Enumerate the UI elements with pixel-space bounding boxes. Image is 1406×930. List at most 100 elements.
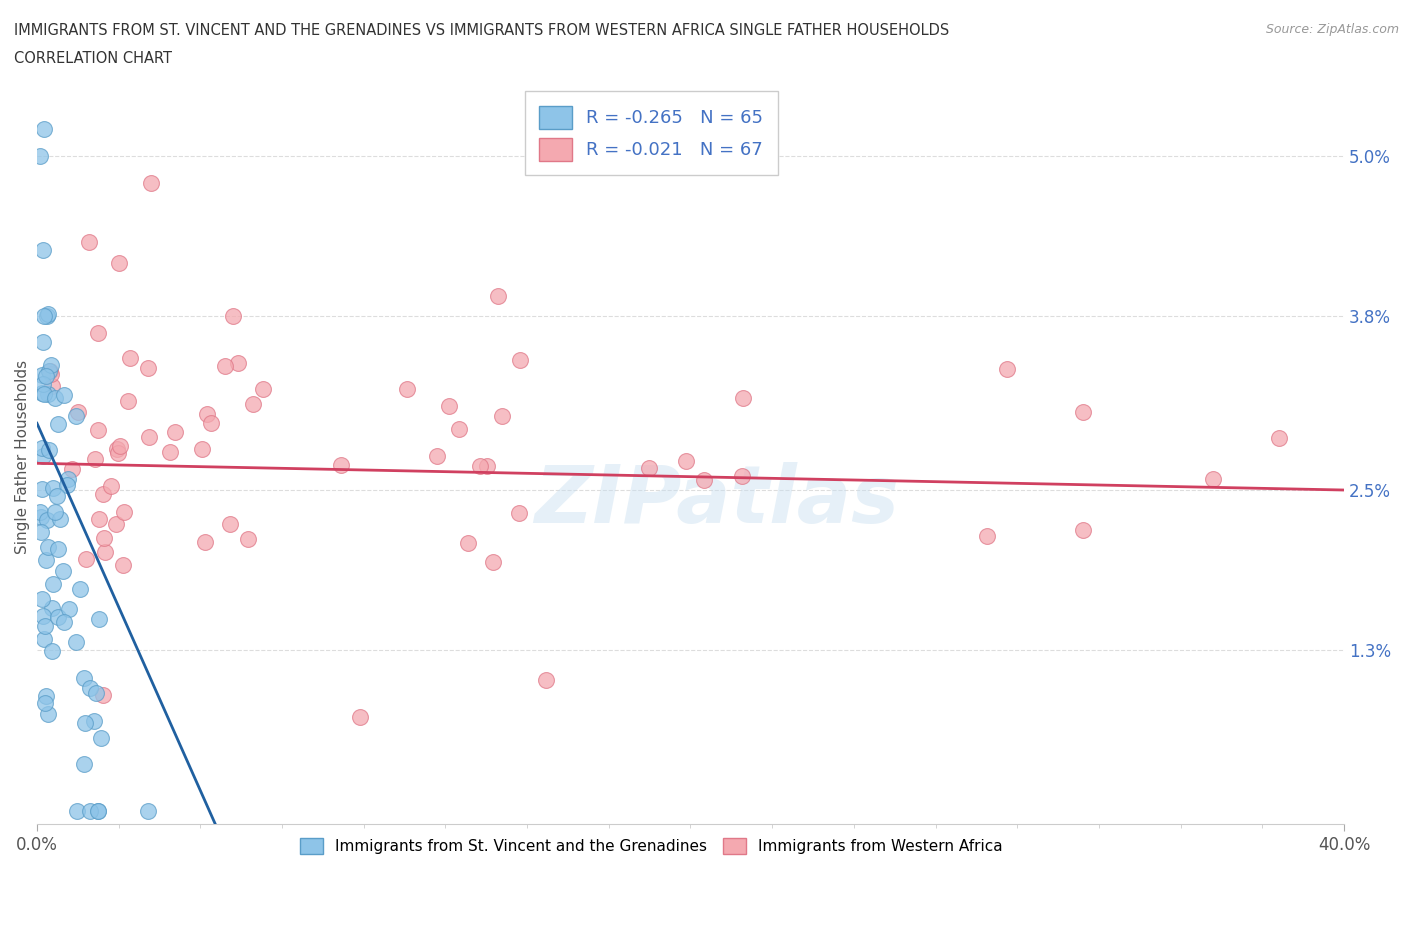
Point [30, 149, 52, 164]
Text: CORRELATION CHART: CORRELATION CHART [14, 51, 172, 66]
Point [58, 601, 80, 616]
Point [190, 442, 212, 457]
Point [105, 442, 128, 457]
Point [200, 416, 222, 431]
Point [117, 394, 139, 409]
Point [87, 804, 110, 818]
Point [72, 671, 94, 685]
Point [32, 309, 55, 324]
Point [31, 448, 53, 463]
Point [222, 309, 245, 324]
Point [35, 512, 58, 527]
Point [32, 242, 55, 257]
Point [31, 441, 53, 456]
Point [79, 235, 101, 250]
Point [437, 399, 460, 414]
Point [481, 555, 503, 570]
Point [534, 673, 557, 688]
Point [42, 577, 65, 591]
Point [136, 360, 159, 375]
Point [49, 512, 72, 526]
Point [67, 405, 90, 419]
Point [41, 644, 63, 658]
Point [37, 306, 59, 321]
Point [508, 505, 530, 520]
Point [30, 504, 52, 519]
Point [108, 439, 131, 454]
Point [93, 544, 115, 559]
Point [1071, 405, 1094, 419]
Point [39, 364, 62, 379]
Text: ZIPatlas: ZIPatlas [534, 461, 898, 539]
Y-axis label: Single Father Households: Single Father Households [15, 360, 30, 553]
Point [93, 531, 115, 546]
Point [39, 358, 62, 373]
Point [93, 687, 115, 702]
Point [37, 387, 59, 402]
Point [86, 326, 108, 340]
Point [44, 391, 66, 405]
Point [46, 610, 69, 625]
Text: IMMIGRANTS FROM ST. VINCENT AND THE GRENADINES VS IMMIGRANTS FROM WESTERN AFRICA: IMMIGRANTS FROM ST. VINCENT AND THE GREN… [14, 23, 949, 38]
Point [91, 486, 114, 501]
Point [141, 176, 163, 191]
Point [87, 804, 110, 818]
Point [41, 600, 63, 615]
Point [79, 681, 101, 696]
Point [30, 510, 52, 525]
Point [34, 696, 56, 711]
Point [138, 430, 160, 445]
Point [252, 382, 274, 397]
Point [32, 631, 55, 646]
Point [31, 367, 53, 382]
Point [41, 379, 63, 394]
Point [37, 539, 59, 554]
Point [468, 458, 491, 473]
Point [35, 368, 58, 383]
Point [32, 335, 55, 350]
Point [38, 364, 60, 379]
Point [48, 542, 70, 557]
Point [31, 386, 53, 401]
Point [84, 452, 107, 467]
Point [30, 525, 52, 539]
Point [42, 480, 65, 495]
Point [242, 396, 264, 411]
Point [46, 417, 69, 432]
Point [39, 366, 62, 381]
Point [75, 551, 97, 566]
Point [79, 804, 101, 818]
Point [89, 512, 111, 527]
Text: Source: ZipAtlas.com: Source: ZipAtlas.com [1265, 23, 1399, 36]
Point [112, 504, 135, 519]
Point [349, 710, 371, 724]
Legend: Immigrants from St. Vincent and the Grenadines, Immigrants from Western Africa: Immigrants from St. Vincent and the Gren… [294, 831, 1008, 860]
Point [214, 359, 236, 374]
Point [475, 458, 498, 473]
Point [83, 714, 105, 729]
Point [107, 256, 129, 271]
Point [194, 535, 217, 550]
Point [457, 536, 479, 551]
Point [56, 477, 79, 492]
Point [995, 362, 1018, 377]
Point [731, 468, 754, 483]
Point [1202, 472, 1225, 486]
Point [86, 686, 108, 701]
Point [638, 460, 661, 475]
Point [31, 591, 53, 606]
Point [1267, 431, 1289, 445]
Point [159, 445, 181, 460]
Point [675, 454, 697, 469]
Point [136, 804, 159, 818]
Point [44, 504, 66, 519]
Point [486, 289, 509, 304]
Point [100, 479, 122, 494]
Point [733, 391, 755, 405]
Point [1071, 523, 1094, 538]
Point [53, 615, 76, 630]
Point [32, 386, 55, 401]
Point [86, 423, 108, 438]
Point [56, 472, 79, 486]
Point [87, 611, 110, 626]
